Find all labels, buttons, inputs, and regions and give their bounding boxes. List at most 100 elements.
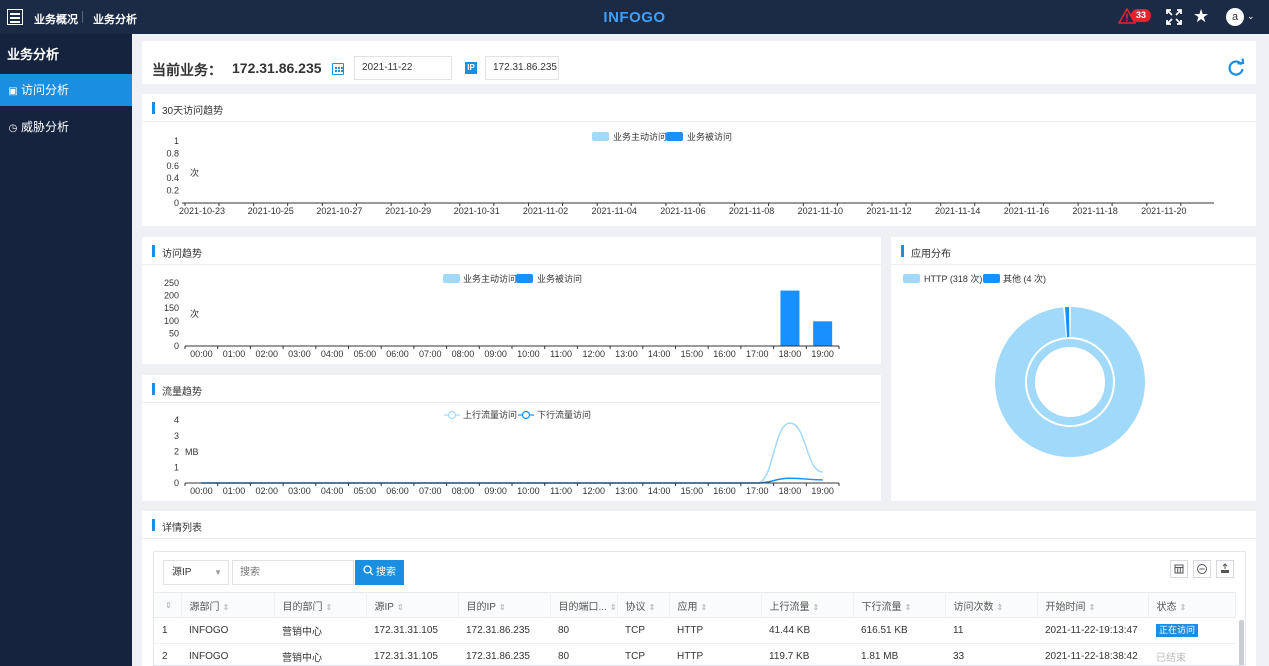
y-tick-label: 200 xyxy=(164,291,179,301)
search-input[interactable] xyxy=(232,560,354,585)
x-tick-label: 15:00 xyxy=(681,349,704,359)
x-tick-label: 07:00 xyxy=(419,349,442,359)
series-line-1[interactable] xyxy=(201,477,823,484)
chevron-down-icon[interactable]: ⌄ xyxy=(1247,11,1255,21)
trend30-title: 30天访问趋势 xyxy=(162,106,224,117)
col-label: 源部门 xyxy=(189,601,220,613)
nav-analysis[interactable]: 业务分析 xyxy=(93,14,137,26)
sort-icon: ⇕ xyxy=(325,602,333,612)
x-tick-label: 09:00 xyxy=(484,349,507,359)
table-grid-icon xyxy=(1174,564,1184,574)
col-src-ip[interactable]: 源IP ⇕ xyxy=(366,592,459,618)
y-tick-label: 100 xyxy=(164,316,179,326)
search-field-select[interactable]: 源IP ▼ xyxy=(163,560,229,585)
y-tick-label: 0.8 xyxy=(166,148,179,158)
cell-dst-dept: 营销中心 xyxy=(274,643,366,665)
appdist-title: 应用分布 xyxy=(911,249,951,260)
x-tick-label: 2021-10-23 xyxy=(179,206,225,216)
y-axis-label: 次 xyxy=(190,167,199,178)
col-label: 开始时间 xyxy=(1045,601,1086,613)
favorite-star-icon[interactable]: ★ xyxy=(1193,6,1210,26)
search-button[interactable]: 搜索 xyxy=(355,560,404,585)
legend-item[interactable]: 业务被访问 xyxy=(666,131,732,142)
x-tick-label: 13:00 xyxy=(615,349,638,359)
cell-src-ip: 172.31.31.105 xyxy=(366,617,458,644)
sort-icon: ⇕ xyxy=(165,600,172,610)
col-up-traffic[interactable]: 上行流量 ⇕ xyxy=(761,592,854,618)
sidebar-item-label: 访问分析 xyxy=(21,83,70,97)
legend-label: 下行流量访问 xyxy=(537,409,591,420)
user-avatar[interactable]: a xyxy=(1226,8,1244,26)
x-tick-label: 2021-11-20 xyxy=(1141,206,1186,216)
col-label: 目的IP xyxy=(466,601,496,613)
legend-item[interactable]: 下行流量访问 xyxy=(518,409,591,420)
cell-protocol: TCP xyxy=(617,617,669,644)
ip-icon: IP xyxy=(465,62,477,74)
y-tick-label: 50 xyxy=(169,328,179,338)
col-src-dept[interactable]: 源部门 ⇕ xyxy=(181,592,275,618)
col-app[interactable]: 应用 ⇕ xyxy=(669,592,762,618)
col-dst-ip[interactable]: 目的IP ⇕ xyxy=(458,592,551,618)
trend30-panel: 30天访问趋势 业务主动访问 业务被访问 次 0 0.2 0.4 0.6 0.8 1 20… xyxy=(142,94,1256,226)
legend-item[interactable]: 业务主动访问 xyxy=(592,131,667,142)
column-settings-button[interactable] xyxy=(1170,560,1188,578)
traffic-panel: 流量趋势 上行流量访问 下行流量访问 MB 0 1 2 3 4 00:00 01:00 02… xyxy=(142,375,881,501)
cell-start-time: 2021-11-22-19:13:47 xyxy=(1037,617,1148,644)
col-start-time[interactable]: 开始时间 ⇕ xyxy=(1037,592,1149,618)
col-dst-port[interactable]: 目的端口... ⇕ xyxy=(550,592,618,618)
legend-item[interactable]: 业务主动访问 xyxy=(443,273,517,284)
ip-select[interactable]: 172.31.86.235 xyxy=(485,56,559,80)
col-dst-dept[interactable]: 目的部门 ⇕ xyxy=(274,592,367,618)
legend-item[interactable]: 上行流量访问 xyxy=(444,409,517,420)
visit-panel: 访问趋势 业务主动访问 业务被访问 次 0 50 100 150 200 250 00:0… xyxy=(142,237,881,364)
table-scrollbar[interactable] xyxy=(1239,620,1244,665)
pie-slice-其他[interactable] xyxy=(1065,307,1070,338)
search-icon xyxy=(363,565,374,576)
title-accent-bar xyxy=(152,383,155,395)
nav-overview[interactable]: 业务概况 xyxy=(34,14,78,26)
x-tick-label: 16:00 xyxy=(713,349,736,359)
current-business-value: 172.31.86.235 xyxy=(232,60,322,76)
pie-slice-HTTP[interactable] xyxy=(994,307,1145,457)
bar-1900[interactable] xyxy=(813,321,833,346)
x-tick-label: 14:00 xyxy=(648,349,671,359)
legend-item[interactable]: 业务被访问 xyxy=(516,273,582,284)
col-sort-index[interactable]: ⇕ xyxy=(154,592,182,618)
refresh-icon[interactable] xyxy=(1226,58,1246,78)
table-row[interactable]: 1 INFOGO 营销中心 172.31.31.105 172.31.86.23… xyxy=(154,617,1235,644)
print-button[interactable] xyxy=(1193,560,1211,578)
appdist-panel: 应用分布 HTTP (318 次) 其他 (4 次) xyxy=(891,237,1256,501)
sidebar-item-visit-analysis[interactable]: ▣ 访问分析 xyxy=(0,74,132,106)
x-tick-label: 18:00 xyxy=(779,486,802,496)
col-down-traffic[interactable]: 下行流量 ⇕ xyxy=(853,592,946,618)
menu-icon[interactable] xyxy=(7,9,23,25)
legend-item[interactable]: 其他 (4 次) xyxy=(983,273,1046,284)
bar-1800[interactable] xyxy=(780,290,800,346)
x-tick-label: 06:00 xyxy=(386,349,409,359)
sort-icon: ⇕ xyxy=(904,602,912,612)
cell-port: 80 xyxy=(550,643,617,665)
date-picker[interactable]: 2021-11-22 xyxy=(354,56,452,80)
x-tick-label: 13:00 xyxy=(615,486,638,496)
title-accent-bar xyxy=(152,245,155,257)
sidebar-item-label: 威胁分析 xyxy=(21,120,70,134)
col-visit-count[interactable]: 访问次数 ⇕ xyxy=(945,592,1038,618)
col-label: 源IP xyxy=(374,601,394,613)
legend-label: 其他 (4 次) xyxy=(1003,273,1046,284)
series-line-0[interactable] xyxy=(201,422,823,484)
table-row[interactable]: 2 INFOGO 营销中心 172.31.31.105 172.31.86.23… xyxy=(154,643,1235,665)
y-tick-label: 4 xyxy=(174,415,179,425)
cell-src-ip: 172.31.31.105 xyxy=(366,643,458,665)
x-tick-label: 05:00 xyxy=(354,486,377,496)
x-tick-label: 06:00 xyxy=(386,486,409,496)
export-button[interactable] xyxy=(1216,560,1234,578)
sort-icon: ⇕ xyxy=(1179,602,1187,612)
col-status[interactable]: 状态 ⇕ xyxy=(1148,592,1236,618)
fullscreen-icon[interactable] xyxy=(1166,9,1182,25)
legend-item[interactable]: HTTP (318 次) xyxy=(903,273,982,284)
legend-swatch-http xyxy=(903,274,920,283)
col-protocol[interactable]: 协议 ⇕ xyxy=(617,592,670,618)
alert-count-badge[interactable]: 33 xyxy=(1131,9,1151,22)
sidebar-item-threat-analysis[interactable]: ◷ 威胁分析 xyxy=(0,111,132,143)
x-tick-label: 2021-11-08 xyxy=(729,206,774,216)
